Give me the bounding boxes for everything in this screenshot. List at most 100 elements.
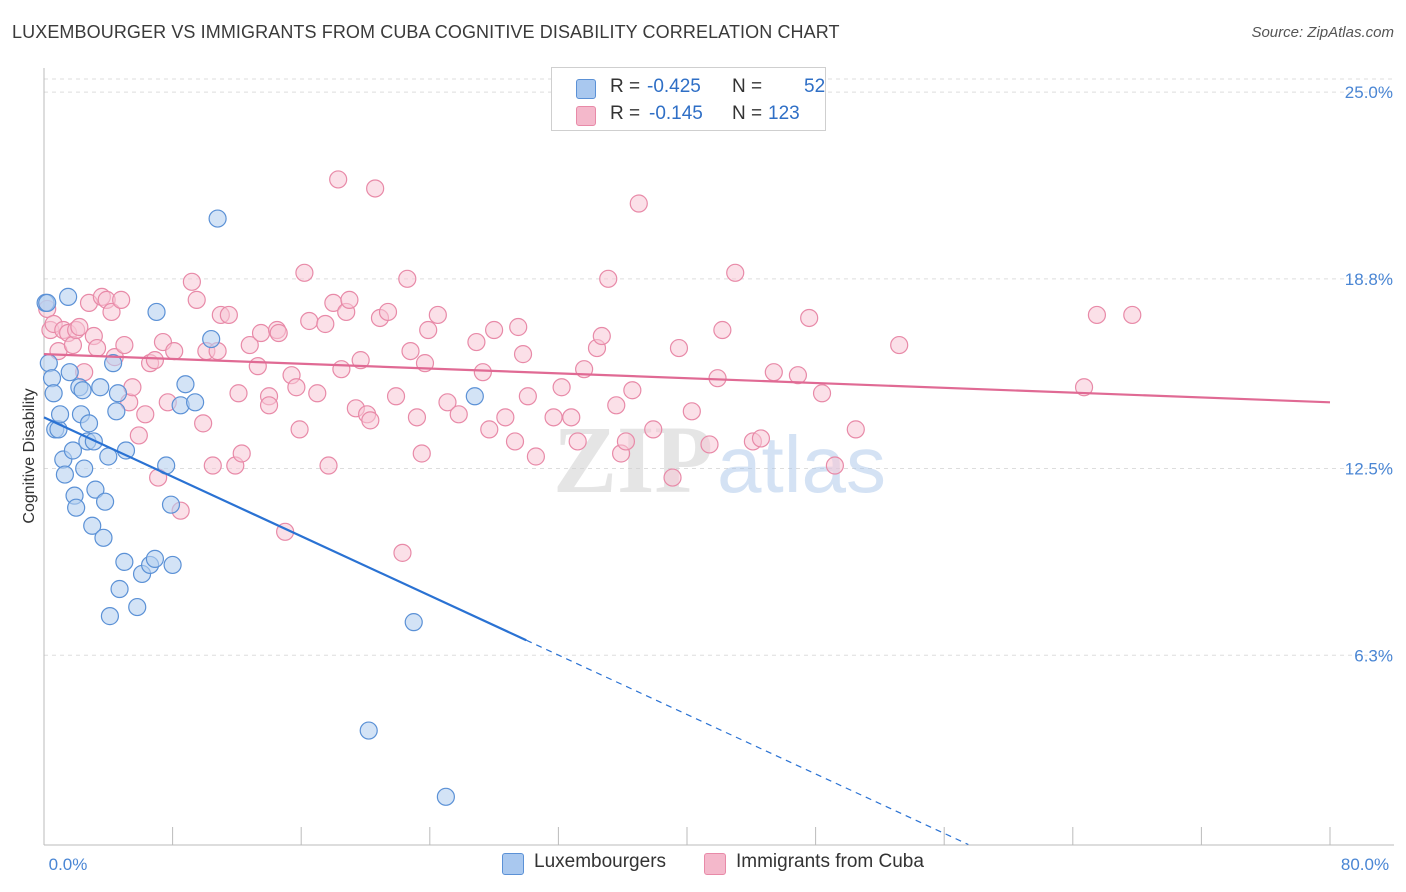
luxembourger-point (359, 721, 378, 740)
x-tick-label: 0.0% (49, 855, 88, 874)
legend-r-value: -0.425 (647, 76, 701, 97)
cuba-point (890, 335, 909, 355)
cuba-point (764, 363, 783, 382)
cuba-point (682, 402, 701, 421)
cuba-point (129, 426, 148, 445)
cuba-point (87, 338, 107, 358)
bottom-legend-label: Luxembourgers (534, 851, 667, 872)
cuba-point (287, 378, 306, 397)
cuba-point (812, 384, 832, 403)
cuba-point (544, 408, 563, 427)
luxembourger-point (110, 579, 129, 599)
cuba-point (182, 272, 201, 291)
cuba-point (361, 411, 380, 430)
bottom-swatch-pink (704, 853, 726, 875)
legend-r-label: R = (610, 76, 641, 97)
cuba-point (386, 387, 406, 406)
cuba-point (526, 447, 545, 466)
luxembourger-point (104, 354, 123, 373)
luxembourger-point (161, 495, 181, 514)
cuba-point (102, 302, 121, 322)
luxembourger-point (108, 384, 128, 403)
cuba-point (1087, 305, 1107, 325)
cuba-point (419, 320, 438, 340)
cuba-point (187, 290, 206, 309)
luxembourger-point (436, 787, 455, 806)
cuba-point (248, 357, 267, 376)
cuba-point (751, 429, 771, 448)
cuba-point (480, 420, 499, 439)
luxembourger-point (95, 492, 115, 511)
cuba-point (251, 323, 271, 343)
cuba-point (290, 420, 309, 439)
luxembourger-points (36, 209, 484, 806)
luxembourger-point (186, 393, 205, 412)
cuba-point (629, 194, 648, 213)
cuba-point (63, 335, 83, 355)
luxembourger-point (55, 465, 74, 484)
luxembourger-point (38, 293, 57, 313)
cuba-point (203, 456, 222, 475)
y-axis-title: Cognitive Disability (21, 388, 38, 523)
cuba-point (316, 314, 335, 334)
legend-n-value: 123 (768, 103, 800, 124)
cuba-point (485, 320, 504, 340)
luxembourger-point (145, 549, 165, 568)
luxembourger-point (60, 363, 79, 382)
cuba-point (616, 432, 636, 451)
cuba-point (70, 317, 89, 337)
luxembourger-point (176, 375, 195, 394)
source-label: Source: ZipAtlas.com (1251, 24, 1394, 41)
legend-n-label: N = (732, 76, 763, 97)
luxembourger-point (86, 480, 105, 499)
luxembourger-point (44, 384, 63, 403)
luxembourger-trend-line (43, 416, 527, 642)
cuba-trend-line (43, 353, 1331, 404)
cuba-point (552, 378, 571, 397)
x-tick-label: 80.0% (1341, 855, 1389, 874)
luxembourger-point (42, 369, 62, 388)
cuba-point (800, 308, 819, 328)
luxembourger-point (404, 613, 423, 632)
cuba-point (644, 420, 663, 439)
cuba-point (401, 341, 420, 361)
luxembourger-point (147, 302, 166, 322)
cuba-point (428, 305, 447, 325)
cuba-point (788, 366, 808, 385)
cuba-point (240, 335, 259, 355)
tick-labels: 25.0% 18.8% 12.5% 6.3% 0.0% 80.0% (49, 83, 1393, 874)
luxembourger-point (83, 516, 102, 535)
cuba-point (194, 414, 213, 433)
legend-n-label: N = (732, 103, 763, 124)
legend-r-value: -0.145 (649, 103, 703, 124)
grid-lines (44, 78, 1394, 656)
luxembourger-point (59, 287, 78, 306)
cuba-point (351, 351, 370, 370)
cuba-point (398, 269, 417, 288)
cuba-point (496, 408, 515, 427)
luxembourger-point (202, 329, 221, 349)
cuba-point (509, 317, 528, 337)
legend-row-cuba: R = -0.145 N = 123 (552, 103, 825, 129)
luxembourger-point (63, 441, 83, 460)
cuba-point (623, 381, 642, 400)
luxembourger-point (75, 459, 94, 478)
luxembourger-point (208, 209, 227, 228)
cuba-point (663, 468, 682, 487)
cuba-point (308, 384, 327, 403)
cuba-point (407, 408, 427, 427)
cuba-point (1074, 378, 1094, 397)
luxembourger-point (163, 555, 182, 575)
cuba-point (136, 405, 155, 424)
cuba-point (726, 263, 745, 282)
luxembourger-point (465, 387, 484, 406)
cuba-point (329, 170, 348, 189)
cuba-point (145, 351, 165, 370)
luxembourger-point (115, 552, 134, 572)
cuba-point (449, 405, 468, 424)
y-tick-label: 25.0% (1345, 83, 1393, 102)
y-tick-label: 18.8% (1345, 270, 1393, 289)
luxembourger-point (39, 354, 58, 373)
cuba-point (259, 396, 279, 415)
